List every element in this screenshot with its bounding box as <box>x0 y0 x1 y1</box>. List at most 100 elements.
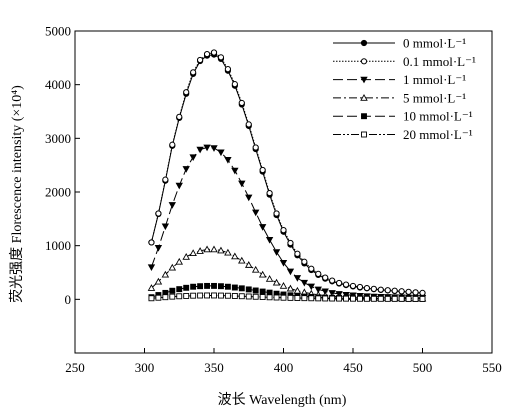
data-point <box>244 261 253 268</box>
legend-item: 0.1 mmol·L⁻¹ <box>333 54 476 69</box>
data-point <box>238 285 245 292</box>
series-0 <box>148 51 426 297</box>
series-line <box>150 51 423 294</box>
data-point <box>349 282 357 290</box>
data-point <box>356 283 364 291</box>
y-tick-label: 4000 <box>45 77 71 92</box>
data-point <box>259 294 266 300</box>
data-point <box>211 282 217 289</box>
data-point <box>231 81 238 88</box>
data-point <box>238 293 245 300</box>
data-point <box>210 245 218 253</box>
data-point <box>196 247 204 254</box>
data-point <box>176 113 183 120</box>
x-tick-label: 400 <box>274 360 294 375</box>
data-point <box>294 250 301 257</box>
data-point <box>231 293 238 299</box>
data-point <box>315 270 322 277</box>
y-tick-label: 3000 <box>45 131 71 146</box>
series-3 <box>147 245 427 302</box>
data-point <box>148 295 155 302</box>
series-2 <box>147 144 427 302</box>
legend-label: 0 mmol·L⁻¹ <box>403 36 466 51</box>
data-point <box>203 245 211 253</box>
x-axis-title: 波长 Wavelength (nm) <box>218 392 347 408</box>
data-point <box>245 194 253 202</box>
legend-marker <box>360 76 368 84</box>
data-point <box>384 287 391 294</box>
data-point <box>245 286 252 293</box>
axes: 250 300 350 400 450 500 550 0 1000 2000 3000 4000 50… <box>45 24 502 376</box>
data-point <box>182 166 190 173</box>
data-point <box>258 270 267 278</box>
legend-marker <box>360 39 368 47</box>
legend-item: 1 mmol·L⁻¹ <box>333 72 466 87</box>
data-point <box>322 274 329 281</box>
data-point <box>419 295 426 302</box>
data-point <box>204 282 211 289</box>
data-point <box>210 145 218 152</box>
data-point <box>342 281 350 288</box>
data-point <box>190 283 197 290</box>
data-point <box>286 284 295 292</box>
data-point <box>314 286 322 294</box>
legend-label: 0.1 mmol·L⁻¹ <box>403 54 476 69</box>
x-tick-label: 550 <box>482 360 502 375</box>
data-point <box>197 283 204 290</box>
data-point <box>280 294 287 301</box>
data-point <box>197 292 204 299</box>
data-point <box>398 288 405 295</box>
series-line <box>151 295 423 300</box>
data-point <box>363 295 370 302</box>
series-1 <box>148 49 426 296</box>
series-5 <box>148 292 426 302</box>
data-point <box>147 264 156 271</box>
data-point <box>329 295 336 302</box>
data-point <box>169 293 176 300</box>
data-point <box>279 260 288 267</box>
data-point <box>175 182 183 190</box>
data-point <box>183 89 190 96</box>
data-point <box>307 283 315 291</box>
data-point <box>176 286 183 293</box>
data-point <box>245 121 252 128</box>
data-point <box>370 285 377 292</box>
legend-item: 20 mmol·L⁻¹ <box>333 127 473 142</box>
data-point <box>169 287 176 294</box>
data-point <box>391 295 398 302</box>
y-tick-label: 2000 <box>45 185 71 200</box>
data-point <box>182 253 190 260</box>
data-point <box>211 292 217 299</box>
data-point <box>259 166 266 174</box>
data-point <box>183 293 190 299</box>
legend-label: 1 mmol·L⁻¹ <box>403 72 466 87</box>
data-point <box>238 256 246 264</box>
legend-item: 5 mmol·L⁻¹ <box>333 90 466 105</box>
data-point <box>258 224 267 231</box>
data-point <box>398 295 405 302</box>
data-point <box>183 284 190 291</box>
data-point <box>217 149 225 157</box>
data-point <box>252 293 259 300</box>
data-point <box>238 180 246 188</box>
x-tick-label: 500 <box>413 360 433 375</box>
data-point <box>238 99 245 107</box>
data-point <box>224 292 231 299</box>
data-point <box>203 144 211 152</box>
data-point <box>197 56 204 64</box>
legend-label: 20 mmol·L⁻¹ <box>403 127 473 142</box>
data-point <box>189 154 197 161</box>
data-point <box>286 268 295 276</box>
data-point <box>412 289 419 296</box>
data-point <box>377 286 384 293</box>
data-point <box>357 295 363 302</box>
data-point <box>343 295 349 302</box>
data-point <box>162 294 169 301</box>
data-point <box>293 275 302 282</box>
data-point <box>301 258 308 265</box>
data-point <box>224 66 231 73</box>
data-point <box>273 294 280 301</box>
data-point <box>154 245 163 252</box>
legend-label: 10 mmol·L⁻¹ <box>403 109 473 124</box>
